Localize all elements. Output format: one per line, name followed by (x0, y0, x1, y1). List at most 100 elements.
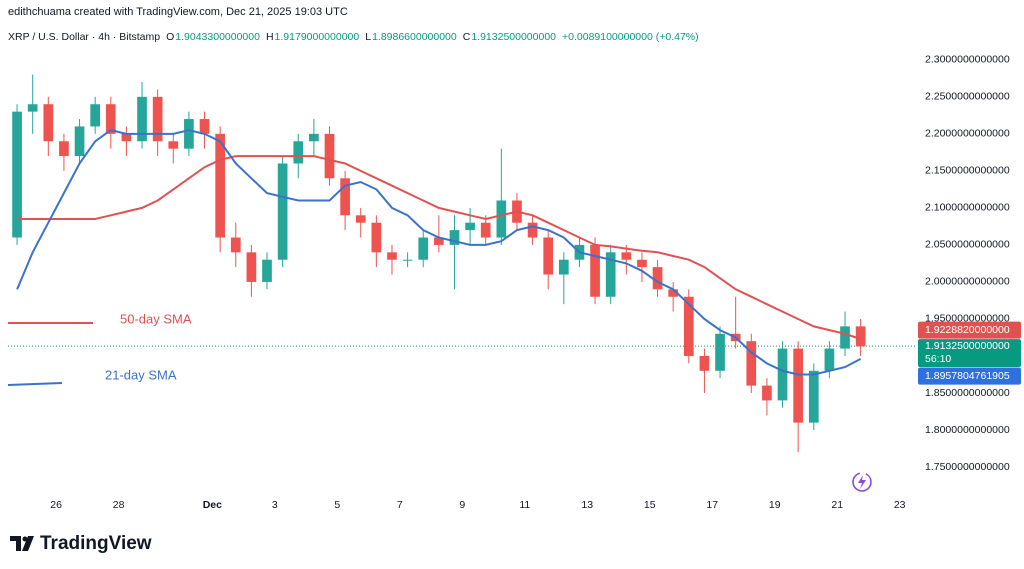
candle-body (824, 348, 835, 371)
legend-text: L (365, 31, 371, 43)
x-tick-label: 17 (706, 499, 718, 511)
candle-body (59, 141, 69, 157)
x-tick-label: 23 (894, 499, 906, 511)
candle-body (621, 252, 632, 260)
sma-line (16, 129, 862, 376)
candle-body (324, 133, 335, 179)
candle-body (184, 119, 194, 149)
candle-body (27, 104, 38, 112)
candle-body (215, 133, 225, 238)
price-tag (918, 339, 1021, 368)
header: edithchuama created with TradingView.com… (8, 6, 348, 18)
candle-body (496, 200, 507, 238)
y-tick-label: 1.7500000000000 (925, 461, 1010, 473)
legend-text: 1.9132500000000 (471, 31, 556, 43)
candle-body (309, 133, 319, 142)
candle-body (12, 111, 22, 238)
sma-line (17, 155, 861, 340)
x-tick-label: 5 (334, 499, 340, 511)
candle-body (480, 222, 491, 238)
y-tick-label: 2.1500000000000 (925, 165, 1010, 177)
y-tick-label: 2.3000000000000 (925, 54, 1010, 66)
logo-text: TradingView (40, 533, 152, 554)
candle-body (277, 163, 288, 260)
candle-body (262, 259, 272, 282)
candle-body (402, 259, 413, 261)
y-tick-label: 1.8000000000000 (925, 424, 1010, 436)
candle-body (465, 222, 475, 231)
candle-body (355, 215, 366, 223)
countdown: 56:10 (925, 353, 951, 365)
price-tag-label: 1.8957804761905 (925, 370, 1010, 382)
price-tag (918, 367, 1021, 385)
candle-body (152, 96, 163, 142)
candle-body (527, 222, 538, 238)
candle-body (715, 333, 725, 371)
x-tick-label: 11 (519, 499, 530, 511)
candle-body (808, 370, 819, 423)
replay-icon (852, 472, 872, 492)
candle-body (121, 133, 132, 142)
candle-body (168, 141, 179, 149)
x-tick-label: 3 (272, 499, 278, 511)
candle-body (199, 119, 210, 134)
x-tick-label: 13 (581, 499, 593, 511)
legend-text: +0.0089100000000 (+0.47%) (562, 31, 699, 43)
y-tick-label: 2.2500000000000 (925, 91, 1010, 103)
x-tick-label: 26 (50, 499, 62, 511)
candle-body (855, 326, 866, 347)
legend-row: XRP / U.S. Dollar · 4h · Bitstamp O 1.9043… (8, 31, 699, 43)
x-tick-label: 19 (769, 499, 781, 511)
candle-body (652, 267, 663, 290)
candle-body (434, 237, 444, 245)
x-tick-label: Dec (203, 499, 222, 511)
price-tag-label: 1.9132500000000 (925, 340, 1010, 352)
legend-text: 1.9179000000000 (275, 31, 360, 43)
candle-body (387, 252, 397, 260)
price-tag-label: 1.9228820000000 (925, 324, 1010, 336)
candle-body (777, 348, 788, 401)
candle-body (293, 141, 304, 164)
candle-body (90, 104, 101, 127)
candle-body (449, 230, 460, 245)
x-tick-label: 28 (113, 499, 125, 511)
candle-body (746, 341, 757, 386)
legend-text: H (266, 31, 274, 43)
sma-annotation: 21-day SMA (105, 367, 177, 382)
candle-body (105, 104, 116, 134)
candle-body (699, 355, 710, 371)
x-tick-label: 15 (644, 499, 656, 511)
legend-text: 1.8986600000000 (372, 31, 457, 43)
candle-body (668, 289, 679, 297)
candle-body (43, 104, 54, 142)
y-tick-label: 2.0500000000000 (925, 239, 1010, 251)
candle-body (230, 237, 241, 253)
x-tick-label: 9 (459, 499, 465, 511)
price-tag (918, 321, 1021, 339)
candle-body (371, 222, 382, 253)
candle-body (558, 259, 569, 275)
candle-body (418, 237, 429, 260)
candle-body (543, 237, 554, 275)
x-tick-label: 7 (397, 499, 403, 511)
candle-body (74, 126, 85, 157)
legend-text: C (463, 31, 471, 43)
legend-text: 1.9043300000000 (175, 31, 260, 43)
legend-text: XRP / U.S. Dollar · 4h · Bitstamp (8, 31, 160, 43)
candle-body (590, 244, 600, 297)
x-tick-label: 21 (831, 499, 843, 511)
candle-body (637, 259, 647, 268)
candle-body (340, 178, 350, 216)
logo: TradingView (10, 533, 152, 554)
y-tick-label: 2.1000000000000 (925, 202, 1010, 214)
annotation-line (7, 382, 63, 386)
legend-text: O (166, 31, 174, 43)
y-tick-label: 2.0000000000000 (925, 276, 1010, 288)
y-tick-label: 2.2000000000000 (925, 128, 1010, 140)
candle-body (137, 96, 147, 142)
candle-body (246, 252, 257, 282)
candle-body (762, 385, 772, 401)
candle-body (840, 326, 850, 349)
candle-body (605, 252, 616, 297)
